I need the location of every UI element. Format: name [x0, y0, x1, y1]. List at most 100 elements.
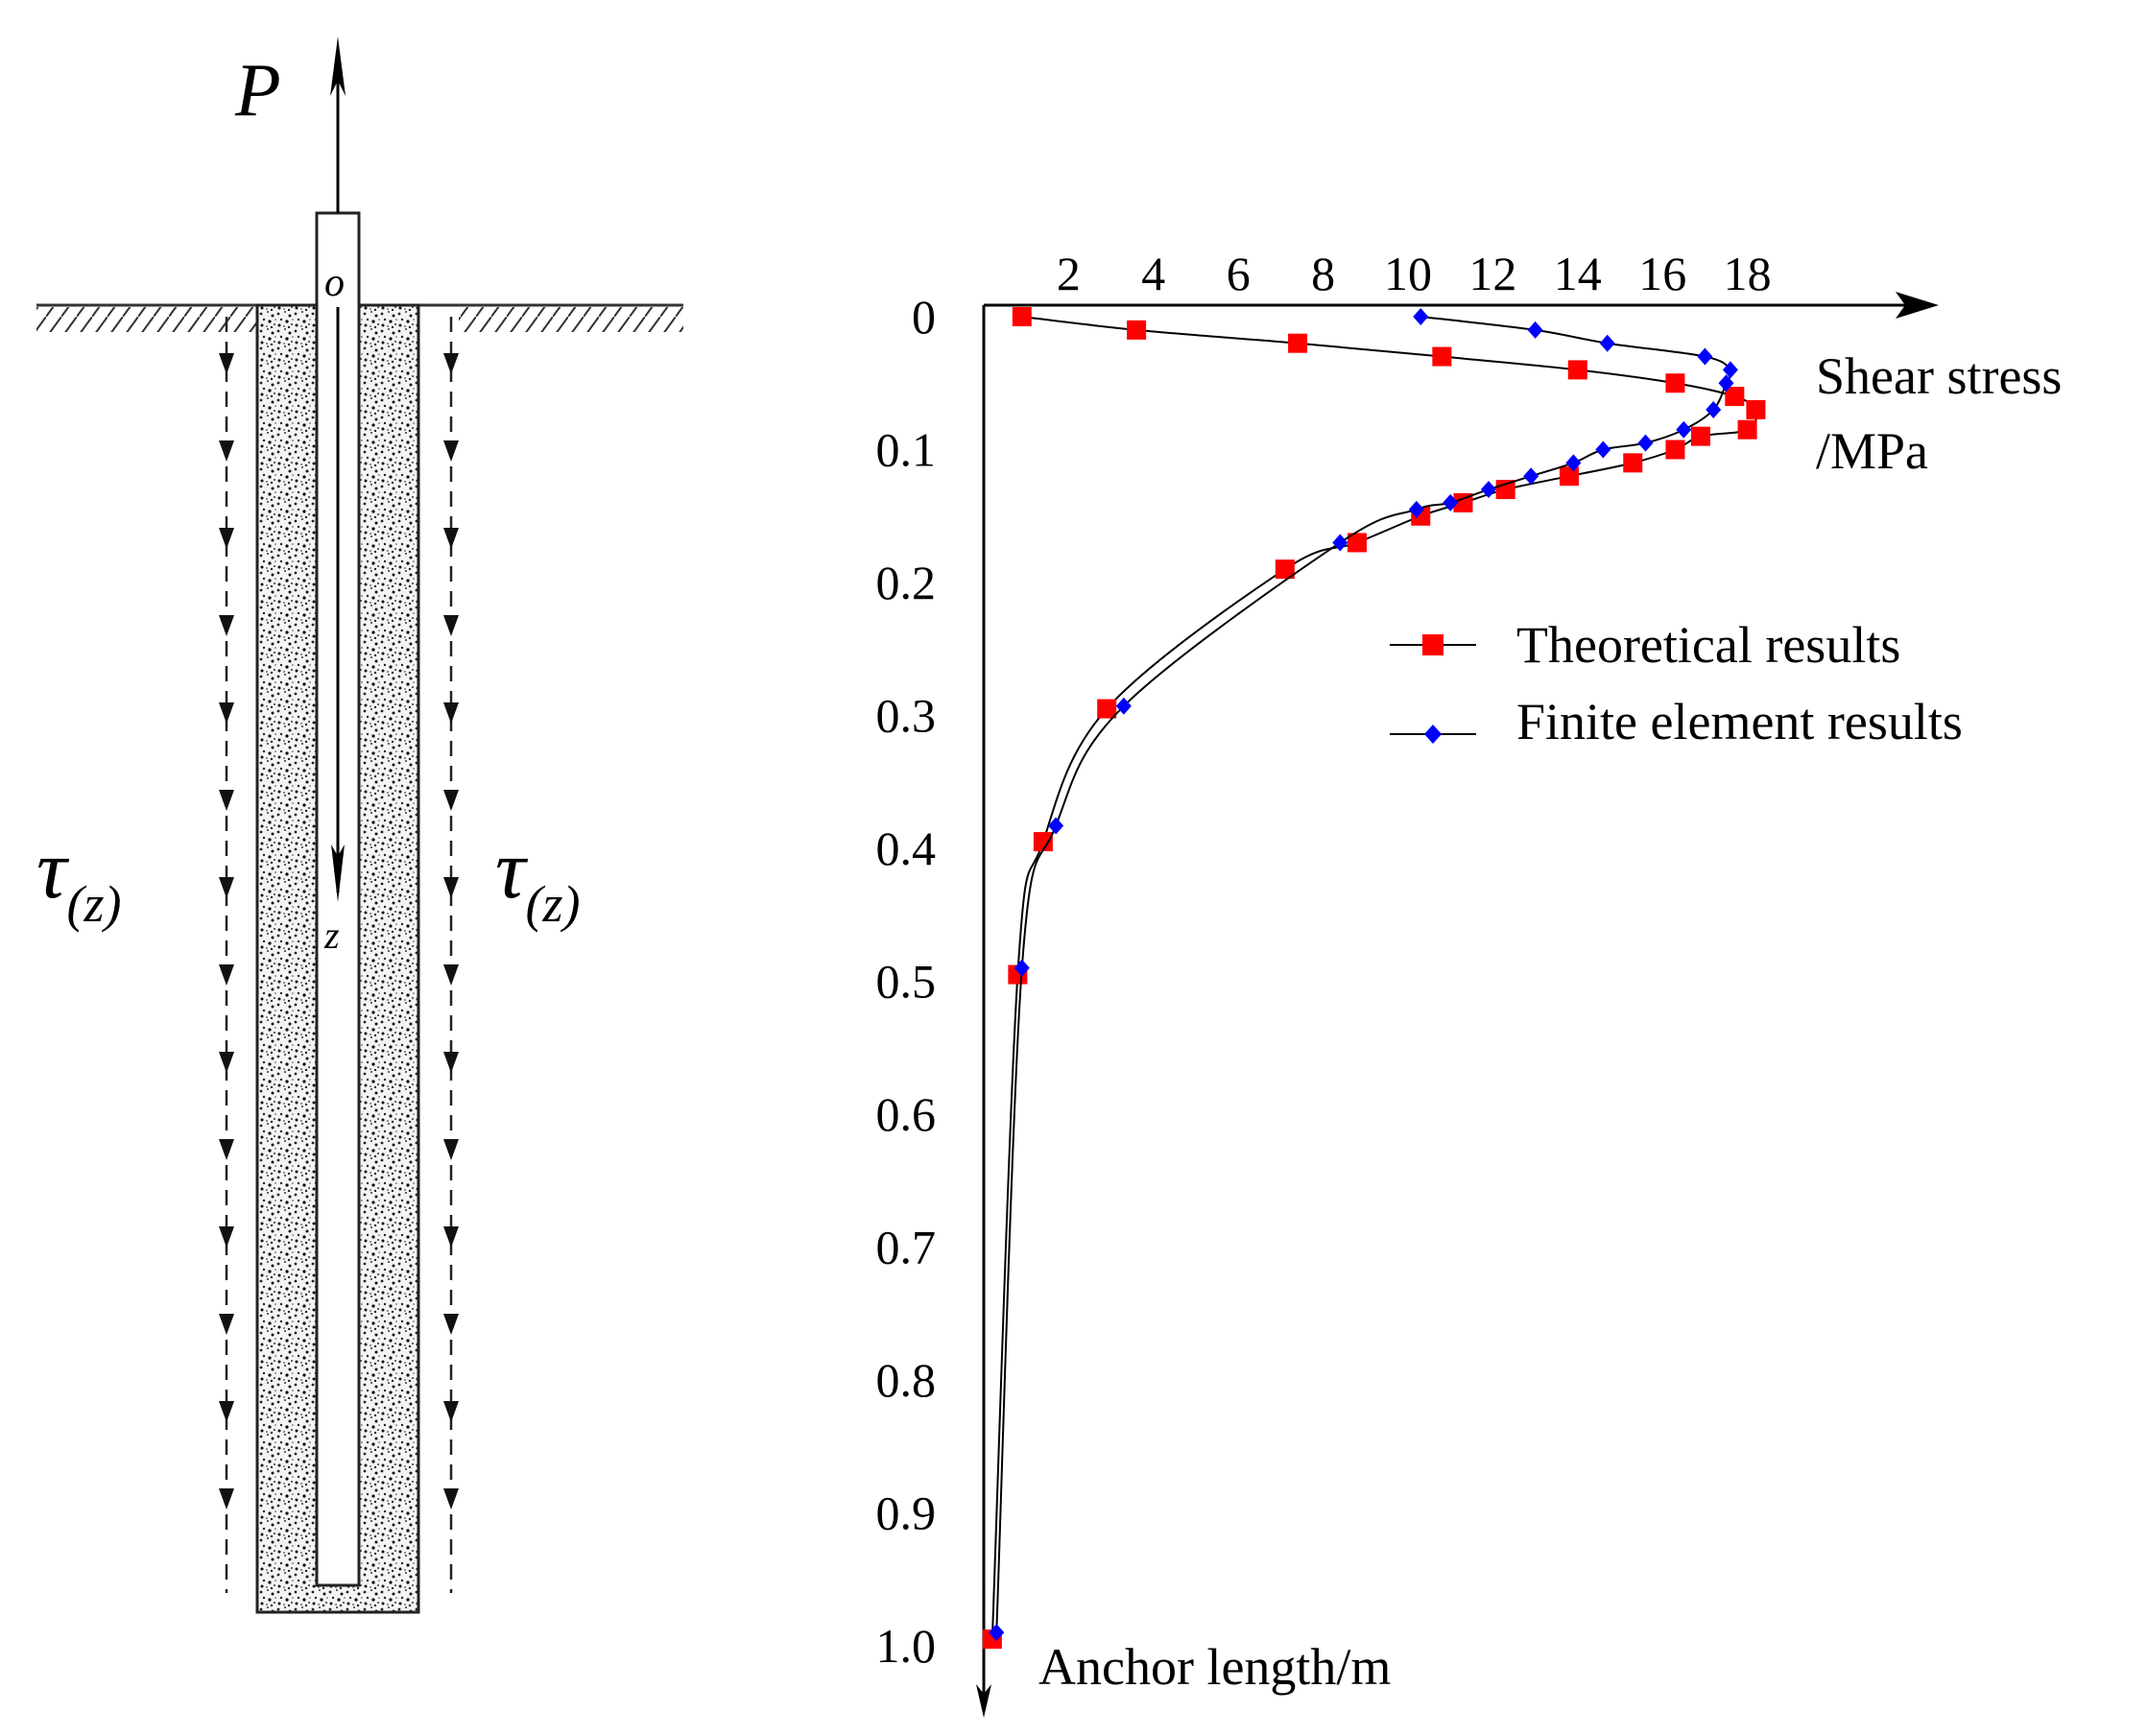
finite-element-point [1676, 420, 1692, 439]
theoretical-point [1127, 320, 1147, 340]
arrowhead [219, 1226, 234, 1248]
series-layer [982, 307, 1766, 1650]
legend-item-finite-element: Finite element results [1390, 693, 1963, 750]
arrowhead [219, 877, 234, 898]
legend-label-finite-element: Finite element results [1516, 693, 1963, 750]
depth-z-label: z [323, 914, 340, 957]
x-axis [984, 292, 1939, 319]
theoretical-point [1665, 440, 1685, 460]
finite-element-point [1115, 697, 1132, 715]
theoretical-point [1097, 699, 1117, 719]
arrowhead [443, 1314, 459, 1335]
arrowhead [219, 964, 234, 986]
tau-symbol-right: τ [495, 823, 529, 916]
arrowhead [219, 1314, 234, 1335]
finite-element-point [1413, 308, 1429, 325]
finite-element-point [1706, 400, 1722, 418]
tau-label-right: τ(z) [495, 823, 580, 933]
theoretical-point [1453, 492, 1473, 512]
arrowhead [443, 353, 459, 374]
y-tick-label: 0.1 [876, 423, 937, 477]
arrowhead [219, 1401, 234, 1422]
finite-element-point [1565, 454, 1582, 472]
theoretical-point [1347, 533, 1367, 553]
legend-marker-square [1422, 634, 1443, 655]
x-tick-label: 16 [1638, 247, 1686, 300]
theoretical-point [1623, 453, 1643, 473]
origin-label: o [324, 261, 345, 305]
arrowhead [443, 528, 459, 549]
finite-element-point [1408, 500, 1424, 518]
y-tick-labels: 0 0.1 0.2 0.3 0.4 0.5 0.6 0.7 0.8 0.9 1.0 [876, 290, 937, 1673]
series-finite-element [989, 308, 1738, 1642]
arrowhead [219, 1139, 234, 1160]
finite-element-curve [995, 316, 1733, 1633]
arrowhead [443, 1226, 459, 1248]
tau-subscript-left: (z) [67, 875, 122, 933]
shear-stress-chart: 2 4 6 8 10 12 14 16 18 0 0.1 0.2 0.3 0.4 0.5 0.6 0.7 0.8… [876, 247, 2062, 1718]
theoretical-point [1033, 832, 1053, 852]
tau-label-left: τ(z) [36, 823, 121, 933]
arrowhead [219, 615, 234, 636]
finite-element-point [1718, 374, 1734, 392]
theoretical-point [1288, 333, 1308, 353]
arrowhead [219, 1052, 234, 1073]
x-tick-label: 10 [1384, 247, 1432, 300]
theoretical-point [1690, 426, 1710, 446]
x-axis-title-line1: Shear stress [1816, 347, 2062, 405]
tau-subscript-right: (z) [526, 875, 581, 933]
finite-element-point [1599, 334, 1615, 352]
x-tick-label: 6 [1227, 247, 1251, 300]
arrowhead [219, 440, 234, 462]
ground-surface [36, 303, 683, 332]
series-theoretical [982, 307, 1766, 1650]
pull-force-arrow [330, 36, 346, 213]
arrowhead [219, 702, 234, 724]
theoretical-point [1567, 360, 1587, 380]
arrowhead [219, 1488, 234, 1510]
y-axis [976, 305, 991, 1718]
y-tick-label: 0.8 [876, 1353, 937, 1407]
x-tick-label: 18 [1724, 247, 1772, 300]
arrowhead [443, 1052, 459, 1073]
arrowhead [443, 964, 459, 986]
y-tick-label: 0.7 [876, 1221, 937, 1274]
anchor-diagram: P o z τ(z) τ(z) [36, 36, 683, 1614]
theoretical-point [1725, 387, 1745, 407]
theoretical-point [1665, 373, 1685, 393]
theoretical-point [1012, 307, 1032, 326]
theoretical-point [1432, 346, 1452, 367]
arrowhead [443, 1401, 459, 1422]
finite-element-point [989, 1624, 1005, 1642]
theoretical-curve [990, 316, 1758, 1640]
finite-element-point [1332, 534, 1348, 552]
shear-arrows-right [443, 317, 459, 1593]
x-tick-label: 4 [1141, 247, 1165, 300]
y-tick-label: 0.3 [876, 689, 937, 743]
finite-element-point [1523, 467, 1539, 486]
x-axis-title-line2: /MPa [1816, 422, 1928, 480]
depth-axis-arrow [331, 307, 345, 902]
arrowhead [443, 615, 459, 636]
legend: Theoretical results Finite element resul… [1390, 616, 1963, 750]
y-tick-label: 0.4 [876, 821, 937, 875]
shear-arrows-left [219, 317, 234, 1593]
arrowhead [443, 1488, 459, 1510]
force-label: P [234, 48, 281, 131]
finite-element-point [1527, 321, 1543, 339]
y-tick-label: 0.9 [876, 1486, 937, 1540]
y-tick-label: 0.5 [876, 955, 937, 1009]
theoretical-point [1275, 559, 1295, 580]
x-tick-label: 2 [1057, 247, 1081, 300]
legend-item-theoretical: Theoretical results [1390, 616, 1900, 674]
finite-element-point [1637, 434, 1654, 452]
finite-element-point [1014, 959, 1030, 977]
y-tick-label: 0.6 [876, 1087, 937, 1141]
arrowhead [219, 528, 234, 549]
y-axis-title: Anchor length/m [1038, 1638, 1391, 1696]
arrowhead [443, 790, 459, 811]
x-tick-label: 12 [1468, 247, 1516, 300]
theoretical-point [1559, 466, 1579, 487]
x-tick-label: 8 [1311, 247, 1335, 300]
